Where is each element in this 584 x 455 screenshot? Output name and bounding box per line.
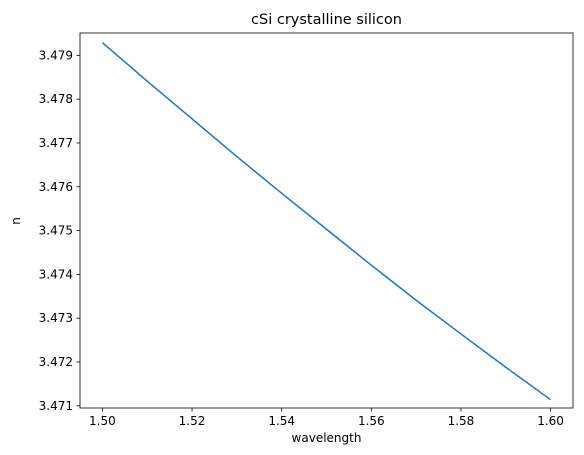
y-tick-label: 3.473 (39, 311, 73, 325)
y-tick-label: 3.471 (39, 399, 73, 413)
plot-area: 1.50 1.52 1.54 1.56 1.58 1.60 3.471 3.472 3.473 3… (39, 32, 574, 428)
y-tick-label: 3.476 (39, 180, 73, 194)
x-tick-label: 1.56 (358, 414, 385, 428)
x-tick-label: 1.54 (268, 414, 295, 428)
chart-title: cSi crystalline silicon (251, 12, 402, 28)
y-tick-label: 3.474 (39, 267, 73, 281)
y-tick-label: 3.475 (39, 224, 73, 238)
y-tick-label: 3.472 (39, 355, 73, 369)
series-line-0 (101, 42, 552, 401)
axes-frame (79, 32, 574, 409)
x-tick-label: 1.52 (179, 414, 206, 428)
y-tick-label: 3.477 (39, 136, 73, 150)
x-tick-label: 1.50 (89, 414, 116, 428)
y-tick-label: 3.478 (39, 92, 73, 106)
x-tick-label: 1.58 (448, 414, 475, 428)
x-axis-label: wavelength (292, 431, 362, 445)
x-tick-label: 1.60 (537, 414, 564, 428)
y-tick-label: 3.479 (39, 48, 73, 62)
y-axis-label: n (9, 217, 23, 225)
